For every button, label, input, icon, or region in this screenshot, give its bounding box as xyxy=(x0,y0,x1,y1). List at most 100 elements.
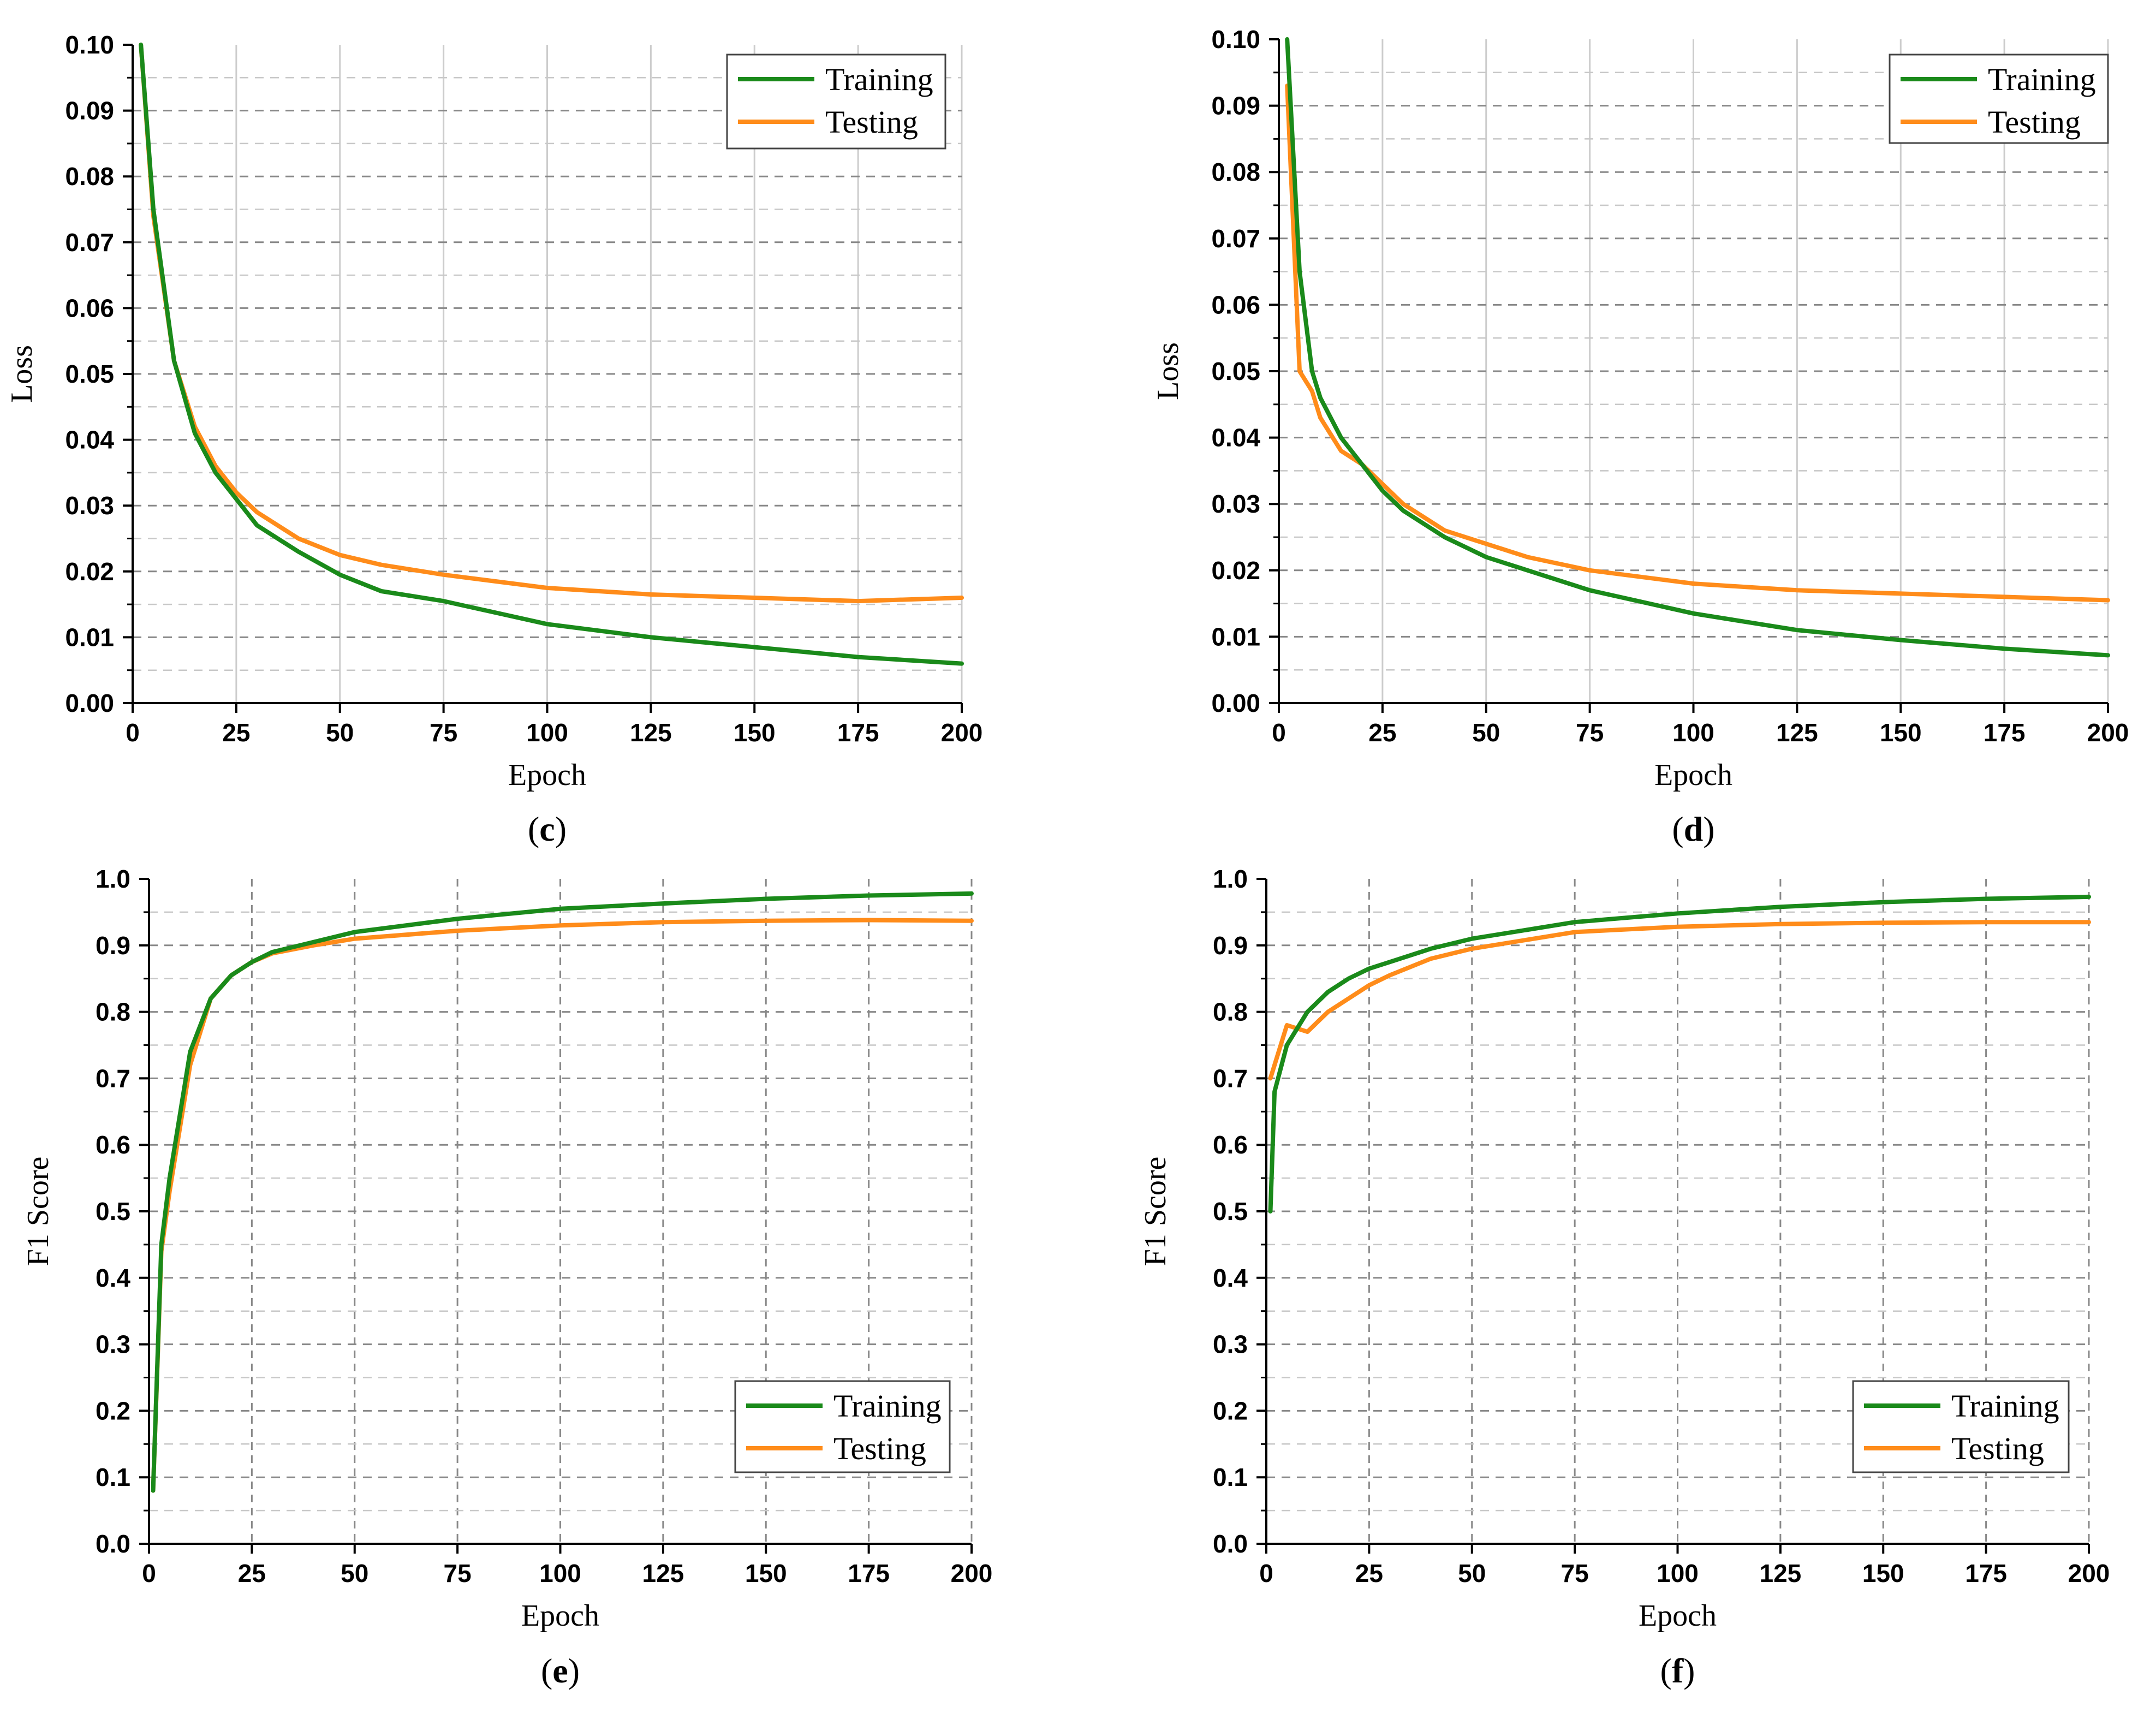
chart-panel-c: 0 25 50 75 100 125 150 175 200 0.00 0.01 0.02 0.03 0.… xyxy=(5,31,982,848)
y-tick-label: 0.0 xyxy=(96,1530,130,1558)
legend: Training Testing xyxy=(1852,1380,2070,1473)
panel-label: (d) xyxy=(1672,810,1714,848)
x-tick-label: 0 xyxy=(126,718,140,747)
panel-label-close-paren: ) xyxy=(568,1651,580,1690)
y-tick-label: 0.10 xyxy=(65,31,114,59)
y-tick-label: 0.2 xyxy=(1213,1396,1248,1425)
legend-box xyxy=(726,53,946,150)
legend-box xyxy=(1852,1380,2070,1473)
y-tick-label: 0.4 xyxy=(96,1264,130,1292)
y-tick-label: 0.3 xyxy=(96,1330,130,1359)
panel-label: (f) xyxy=(1660,1651,1695,1690)
legend-label-testing: Testing xyxy=(1988,104,2081,140)
series-line-training xyxy=(151,891,974,1493)
y-tick-label: 0.08 xyxy=(65,162,114,191)
x-tick-label: 0 xyxy=(142,1559,156,1587)
y-tick-label: 0.06 xyxy=(65,294,114,322)
x-tick-label: 0 xyxy=(1272,718,1286,747)
y-tick-label: 0.7 xyxy=(96,1064,130,1092)
panel-label: (e) xyxy=(541,1651,580,1690)
panel-label-close-paren: ) xyxy=(1683,1651,1695,1690)
panel-label-letter: d xyxy=(1684,810,1704,848)
gridlines xyxy=(133,45,963,703)
panel-label-open-paren: ( xyxy=(541,1651,552,1690)
y-tick-label: 0.09 xyxy=(65,97,114,125)
x-tick-label: 0 xyxy=(1259,1559,1273,1587)
panel-label: (c) xyxy=(528,810,567,848)
y-tick-label: 0.00 xyxy=(65,689,114,717)
y-tick-label: 0.05 xyxy=(65,360,114,388)
x-tick-label: 100 xyxy=(539,1559,581,1587)
x-tick-label: 175 xyxy=(837,718,879,747)
x-tick-label: 150 xyxy=(1880,718,1922,747)
y-tick-label: 0.0 xyxy=(1213,1530,1248,1558)
panel-label-close-paren: ) xyxy=(1703,810,1714,848)
y-tick-label: 0.04 xyxy=(65,426,114,454)
y-tick-label: 0.5 xyxy=(96,1197,130,1226)
y-tick-label: 0.07 xyxy=(65,228,114,257)
x-axis-title: Epoch xyxy=(508,758,586,792)
series-line-training xyxy=(1268,894,2091,1214)
panel-label-letter: f xyxy=(1672,1651,1684,1690)
x-tick-label: 75 xyxy=(430,718,457,747)
y-tick-label: 0.06 xyxy=(1211,290,1260,319)
legend-label-training: Training xyxy=(833,1388,942,1424)
y-tick-label: 0.01 xyxy=(65,623,114,651)
x-tick-label: 100 xyxy=(1672,718,1714,747)
y-tick-label: 0.02 xyxy=(65,557,114,586)
legend-box xyxy=(1889,53,2109,144)
x-axis-title: Epoch xyxy=(521,1599,599,1633)
gridlines xyxy=(1266,879,2090,1544)
y-tick-label: 0.1 xyxy=(1213,1463,1248,1491)
y-tick-label: 0.8 xyxy=(1213,998,1248,1026)
y-axis-title: F1 Score xyxy=(1139,1157,1172,1266)
x-tick-label: 75 xyxy=(1576,718,1604,747)
x-tick-label: 25 xyxy=(1368,718,1396,747)
x-tick-label: 25 xyxy=(222,718,250,747)
y-tick-label: 0.6 xyxy=(1213,1131,1248,1159)
chart-panel-d: 0 25 50 75 100 125 150 175 200 0.00 0.01 0.02 0.03 0.… xyxy=(1151,25,2129,848)
y-tick-label: 1.0 xyxy=(1213,865,1248,893)
y-tick-label: 0.00 xyxy=(1211,689,1260,717)
legend-label-training: Training xyxy=(825,62,933,97)
x-tick-label: 175 xyxy=(848,1559,890,1587)
x-tick-label: 200 xyxy=(941,718,983,747)
x-tick-label: 75 xyxy=(444,1559,472,1587)
y-tick-label: 0.05 xyxy=(1211,357,1260,385)
series-line-testing xyxy=(1285,84,2110,603)
series-line-training xyxy=(139,43,964,666)
x-tick-label: 175 xyxy=(1965,1559,2007,1587)
y-tick-label: 0.03 xyxy=(1211,490,1260,518)
x-tick-label: 100 xyxy=(1657,1559,1699,1587)
legend: Training Testing xyxy=(1889,53,2109,144)
y-tick-label: 0.09 xyxy=(1211,92,1260,120)
x-tick-label: 150 xyxy=(1862,1559,1904,1587)
y-tick-label: 0.07 xyxy=(1211,224,1260,253)
y-tick-label: 0.2 xyxy=(96,1396,130,1425)
y-tick-label: 0.9 xyxy=(1213,931,1248,960)
legend: Training Testing xyxy=(734,1380,951,1473)
legend-label-testing: Testing xyxy=(833,1431,926,1466)
y-tick-label: 0.03 xyxy=(65,491,114,520)
y-tick-label: 0.1 xyxy=(96,1463,130,1491)
legend-label-training: Training xyxy=(1951,1388,2059,1424)
y-tick-label: 1.0 xyxy=(96,865,130,893)
x-tick-label: 75 xyxy=(1561,1559,1589,1587)
x-tick-label: 25 xyxy=(1355,1559,1383,1587)
y-axis-title: Loss xyxy=(1151,342,1185,400)
y-tick-label: 0.02 xyxy=(1211,556,1260,585)
x-tick-label: 150 xyxy=(734,718,776,747)
x-tick-label: 50 xyxy=(326,718,354,747)
x-tick-label: 50 xyxy=(1458,1559,1486,1587)
x-tick-label: 175 xyxy=(1984,718,2026,747)
chart-panel-f: 0 25 50 75 100 125 150 175 200 0.0 0.1 0.2 0.3 0.4 0.5… xyxy=(1139,865,2110,1690)
panel-label-open-paren: ( xyxy=(528,810,539,848)
x-tick-label: 125 xyxy=(1760,1559,1802,1587)
panel-label-letter: c xyxy=(539,810,555,848)
y-tick-label: 0.08 xyxy=(1211,158,1260,186)
x-tick-label: 125 xyxy=(642,1559,684,1587)
legend: Training Testing xyxy=(726,53,946,150)
y-tick-label: 0.10 xyxy=(1211,25,1260,53)
chart-panel-e: 0 25 50 75 100 125 150 175 200 0.0 0.1 0.2 0.3 0.4 0.5… xyxy=(21,865,992,1690)
